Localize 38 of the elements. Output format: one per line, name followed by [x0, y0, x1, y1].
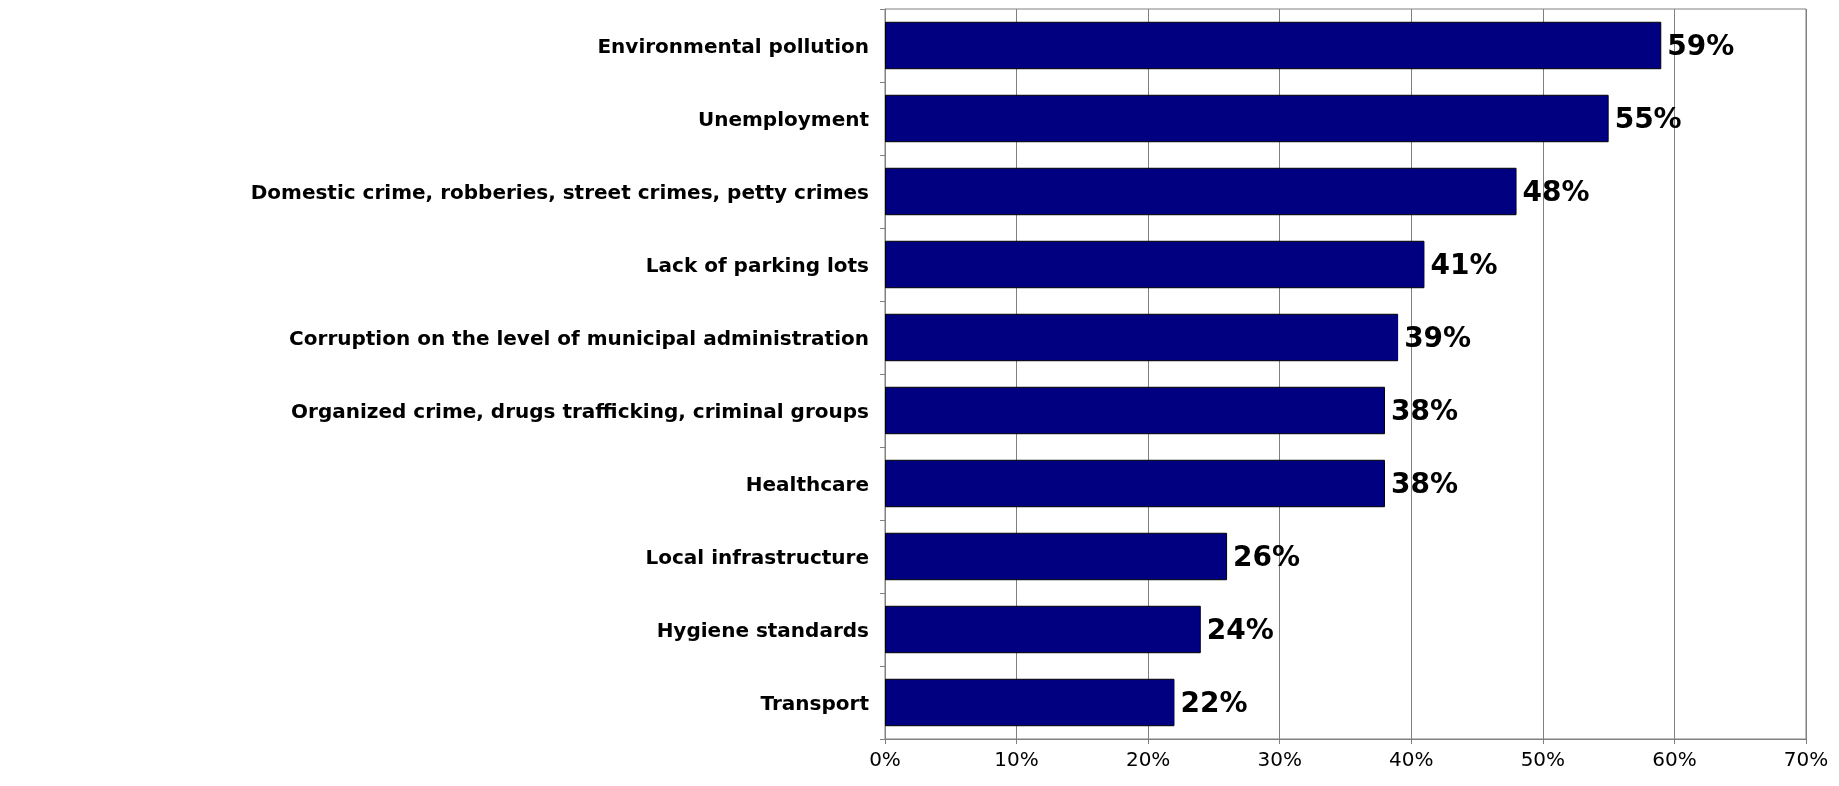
y-tick-label: Lack of parking lots [645, 252, 869, 277]
x-tick-label: 10% [994, 747, 1039, 771]
x-tick-label: 70% [1783, 747, 1829, 771]
y-tick-label: Organized crime, drugs trafficking, criminal groups [291, 398, 869, 423]
bar [885, 386, 1385, 435]
data-label: 48% [1522, 175, 1590, 208]
bar [885, 313, 1399, 362]
y-tick-label: Healthcare [745, 471, 869, 496]
x-tick-label: 20% [1125, 747, 1171, 771]
x-tick-label: 40% [1389, 747, 1434, 771]
y-tick-label: Hygiene standards [656, 617, 869, 642]
data-label: 38% [1390, 394, 1458, 427]
data-label: 38% [1390, 467, 1458, 500]
data-label: 24% [1206, 613, 1274, 646]
bar [885, 94, 1609, 143]
x-tick-label: 60% [1652, 747, 1697, 771]
data-label: 41% [1430, 248, 1498, 281]
x-tick-label: 50% [1520, 747, 1566, 771]
y-tick-label: Environmental pollution [597, 33, 869, 58]
x-tick-label: 30% [1257, 747, 1302, 771]
y-tick-label: Transport [760, 690, 870, 715]
bar [885, 167, 1517, 216]
y-tick-label: Corruption on the level of municipal administration [289, 325, 869, 350]
data-label: 39% [1404, 321, 1472, 354]
data-label: 26% [1233, 540, 1301, 573]
bar [885, 21, 1662, 70]
bar [885, 459, 1385, 508]
y-tick-label: Domestic crime, robberies, street crimes, petty crimes [250, 179, 869, 204]
bar [885, 532, 1228, 581]
bar [885, 678, 1175, 727]
y-tick-label: Local infrastructure [645, 544, 869, 569]
data-label: 55% [1614, 102, 1682, 135]
x-tick-label: 0% [869, 747, 901, 771]
data-label: 22% [1180, 686, 1248, 719]
y-tick-label: Unemployment [697, 106, 870, 131]
bar [885, 240, 1425, 289]
data-label: 59% [1667, 29, 1735, 62]
bar [885, 605, 1201, 654]
